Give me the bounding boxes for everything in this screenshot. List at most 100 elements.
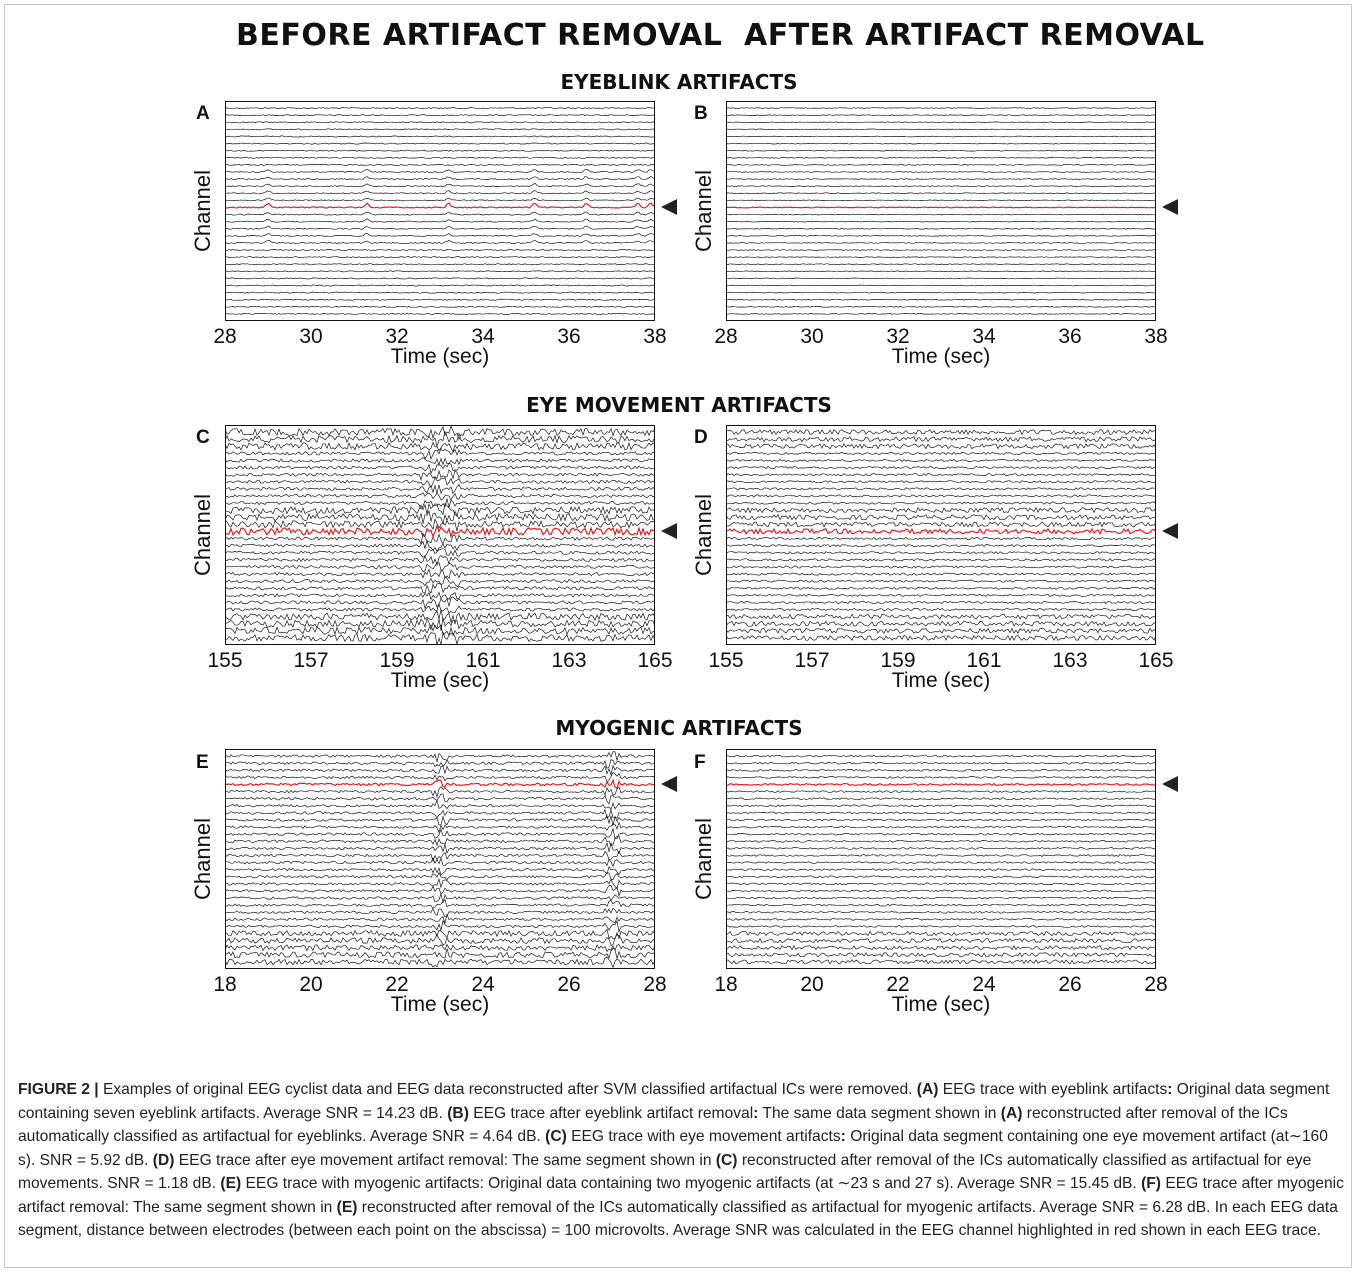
eeg-trace-svg — [225, 425, 655, 645]
channel-trace — [726, 451, 1156, 456]
highlight-marker-icon — [1162, 199, 1178, 216]
x-tick-label: 30 — [299, 325, 323, 348]
channel-trace — [225, 799, 655, 811]
channel-trace — [726, 825, 1156, 829]
caption-bold-ref: (C) — [715, 1151, 738, 1169]
channel-trace — [726, 313, 1156, 315]
channel-trace — [225, 562, 655, 573]
channel-trace — [726, 875, 1156, 879]
x-tick-label: 161 — [966, 649, 1002, 672]
channel-trace — [225, 793, 655, 805]
channel-trace — [726, 959, 1156, 965]
channel-trace — [726, 839, 1156, 843]
channel-trace — [726, 861, 1156, 864]
plot-border — [726, 749, 1156, 969]
channel-trace — [225, 933, 655, 946]
caption-text: EEG trace with myogenic artifacts: Origi… — [241, 1175, 1142, 1192]
channel-trace — [225, 425, 655, 441]
channel-trace — [726, 847, 1156, 850]
channel-trace — [225, 602, 655, 614]
channel-trace — [225, 232, 655, 237]
caption-text: EEG trace with eyeblink artifacts — [938, 1081, 1168, 1098]
x-tick-label: 22 — [385, 973, 409, 996]
x-tick-label: 24 — [471, 973, 495, 996]
channel-trace — [726, 952, 1156, 958]
channel-trace — [726, 284, 1156, 287]
heading-before: BEFORE ARTIFACT REMOVAL — [236, 18, 723, 53]
channel-trace — [225, 532, 655, 546]
caption-text: EEG trace with eye movement artifacts — [566, 1128, 841, 1145]
channel-trace — [225, 469, 655, 481]
highlight-marker-icon — [661, 776, 677, 793]
channel-trace — [726, 868, 1156, 871]
x-tick-label: 28 — [213, 325, 237, 348]
channel-trace — [225, 771, 655, 783]
channel-trace — [225, 239, 655, 244]
x-axis-label: Time (sec) — [891, 669, 991, 692]
plot-border — [726, 425, 1156, 645]
highlight-marker-icon — [661, 199, 677, 216]
caption-bold-ref: (E) — [220, 1175, 242, 1192]
x-tick-label: 36 — [1058, 325, 1082, 348]
channel-trace — [726, 903, 1156, 907]
channel-trace — [225, 476, 655, 488]
channel-trace — [225, 190, 655, 195]
x-axis-label: Time (sec) — [891, 993, 991, 1016]
channel-trace — [225, 554, 655, 567]
channel-trace — [726, 896, 1156, 900]
channel-trace — [726, 761, 1156, 765]
channel-trace — [225, 943, 655, 953]
channel-trace — [225, 107, 655, 110]
x-tick-label: 18 — [714, 973, 738, 996]
caption-text: EEG trace after eye movement artifact re… — [174, 1151, 716, 1169]
eeg-trace-svg — [726, 101, 1156, 321]
channel-trace — [225, 857, 655, 868]
x-tick-label: 30 — [800, 325, 824, 348]
caption-bold-ref: (A) — [916, 1081, 939, 1098]
panel-letter-a: A — [196, 103, 210, 124]
channel-trace — [225, 814, 655, 826]
channel-trace — [225, 135, 655, 138]
channel-trace — [726, 494, 1156, 498]
panel-letter-f: F — [694, 752, 706, 773]
channel-trace — [726, 306, 1156, 308]
channel-trace — [225, 517, 655, 532]
x-tick-label: 34 — [471, 325, 495, 348]
x-tick-label: 165 — [637, 649, 673, 672]
x-axis-label: Time (sec) — [390, 669, 490, 692]
channel-trace — [225, 956, 655, 969]
highlighted-channel-trace — [726, 782, 1156, 787]
channel-trace — [726, 930, 1156, 937]
channel-trace — [225, 751, 655, 762]
channel-trace — [726, 213, 1156, 216]
channel-trace — [726, 565, 1156, 569]
x-tick-label: 38 — [643, 325, 667, 348]
caption-text: EEG trace after myogenic artifact remova… — [18, 1175, 1344, 1216]
plot-border — [726, 101, 1156, 321]
section-title-eyeblink: EYEBLINK ARTIFACTS — [560, 70, 798, 94]
plot-border — [225, 101, 655, 321]
caption-bold-ref: (A) — [1000, 1104, 1023, 1122]
channel-trace — [225, 509, 655, 525]
channel-trace — [225, 575, 655, 588]
section-title-myogenic: MYOGENIC ARTIFACTS — [555, 716, 803, 740]
channel-trace — [726, 634, 1156, 642]
channel-trace — [726, 607, 1156, 612]
channel-trace — [726, 797, 1156, 801]
channel-trace — [726, 613, 1156, 620]
channel-trace — [726, 804, 1156, 808]
channel-trace — [726, 135, 1156, 138]
channel-trace — [726, 242, 1156, 244]
plot-border — [225, 749, 655, 969]
channel-trace — [726, 249, 1156, 251]
channel-trace — [225, 457, 655, 467]
channel-trace — [225, 568, 655, 580]
channel-trace — [726, 277, 1156, 280]
channel-trace — [225, 596, 655, 610]
caption-bold-ref: (D) — [152, 1151, 175, 1169]
channel-trace — [726, 114, 1156, 116]
x-tick-label: 163 — [1052, 649, 1088, 672]
y-axis-label: Channel — [190, 170, 215, 252]
channel-trace — [726, 593, 1156, 597]
channel-trace — [225, 448, 655, 460]
